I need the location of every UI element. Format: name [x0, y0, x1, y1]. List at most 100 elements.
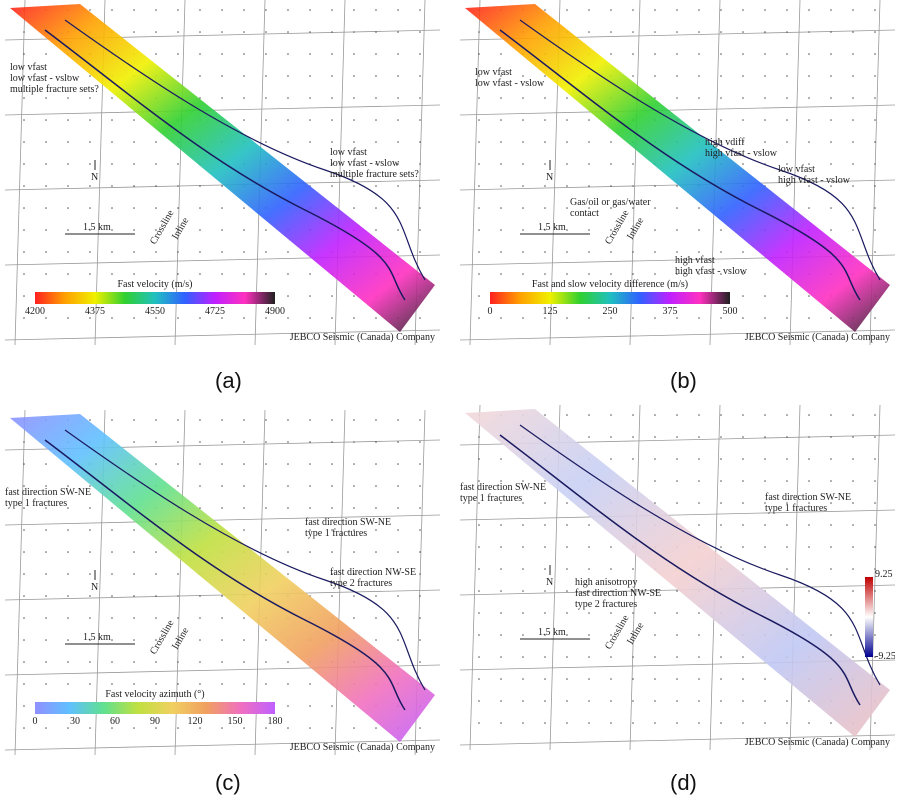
well-dot [566, 251, 568, 253]
well-dot [111, 273, 113, 275]
well-dot [67, 317, 69, 319]
well-dot [199, 229, 201, 231]
well-dot [419, 507, 421, 509]
well-dot [588, 141, 590, 143]
well-dot [566, 722, 568, 724]
well-dot [353, 295, 355, 297]
well-dot [808, 612, 810, 614]
well-dot [676, 678, 678, 680]
well-dot [698, 700, 700, 702]
well-dot [632, 700, 634, 702]
well-dot [654, 678, 656, 680]
well-dot [265, 31, 267, 33]
well-dot [133, 273, 135, 275]
well-dot [610, 458, 612, 460]
well-dot [199, 727, 201, 729]
well-dot [874, 207, 876, 209]
well-dot [419, 485, 421, 487]
well-dot [522, 612, 524, 614]
well-dot [155, 9, 157, 11]
well-dot [500, 163, 502, 165]
annotation: low vfast [10, 62, 47, 73]
colorbar-title: Fast velocity azimuth (°) [105, 689, 204, 700]
well-dot [375, 75, 377, 77]
well-dot [243, 639, 245, 641]
well-dot [588, 31, 590, 33]
well-dot [111, 617, 113, 619]
well-dot [133, 207, 135, 209]
well-dot [852, 524, 854, 526]
well-dot [221, 727, 223, 729]
well-dot [764, 53, 766, 55]
well-dot [67, 229, 69, 231]
well-dot [67, 551, 69, 553]
well-dot [199, 419, 201, 421]
well-dot [23, 53, 25, 55]
well-dot [45, 617, 47, 619]
well-dot [309, 551, 311, 553]
well-dot [676, 634, 678, 636]
well-dot [199, 185, 201, 187]
well-dot [830, 414, 832, 416]
well-dot [45, 595, 47, 597]
colorbar-tick: 120 [188, 716, 203, 727]
well-dot [111, 529, 113, 531]
well-dot [221, 97, 223, 99]
well-dot [566, 700, 568, 702]
well-dot [786, 141, 788, 143]
well-dot [353, 463, 355, 465]
well-dot [353, 207, 355, 209]
well-dot [632, 31, 634, 33]
well-dot [588, 678, 590, 680]
well-dot [243, 53, 245, 55]
colorbar-tick: 500 [723, 306, 738, 317]
well-dot [309, 441, 311, 443]
well-dot [287, 53, 289, 55]
north-label: N [91, 582, 98, 593]
well-dot [23, 529, 25, 531]
well-dot [331, 31, 333, 33]
well-dot [852, 97, 854, 99]
well-dot [265, 727, 267, 729]
well-dot [588, 546, 590, 548]
well-dot [742, 31, 744, 33]
well-dot [419, 119, 421, 121]
well-dot [478, 546, 480, 548]
well-dot [111, 119, 113, 121]
well-dot [610, 414, 612, 416]
well-dot [764, 480, 766, 482]
well-dot [500, 273, 502, 275]
well-dot [544, 163, 546, 165]
well-dot [852, 480, 854, 482]
well-dot [243, 529, 245, 531]
well-dot [720, 31, 722, 33]
well-dot [522, 700, 524, 702]
well-dot [67, 727, 69, 729]
well-dot [808, 317, 810, 319]
well-dot [23, 463, 25, 465]
well-dot [786, 458, 788, 460]
well-dot [67, 617, 69, 619]
well-dot [133, 229, 135, 231]
well-dot [830, 436, 832, 438]
well-dot [419, 317, 421, 319]
well-dot [419, 595, 421, 597]
well-dot [500, 141, 502, 143]
well-dot [830, 75, 832, 77]
well-dot [67, 507, 69, 509]
well-dot [265, 119, 267, 121]
well-dot [566, 273, 568, 275]
well-dot [786, 31, 788, 33]
well-dot [177, 251, 179, 253]
well-dot [111, 507, 113, 509]
well-dot [375, 441, 377, 443]
well-dot [698, 436, 700, 438]
colorbar [490, 292, 730, 304]
annotation: type 2 fractures [330, 578, 392, 589]
well-dot [544, 612, 546, 614]
well-dot [331, 317, 333, 319]
well-dot [45, 727, 47, 729]
well-dot [852, 590, 854, 592]
well-dot [720, 229, 722, 231]
well-dot [243, 317, 245, 319]
